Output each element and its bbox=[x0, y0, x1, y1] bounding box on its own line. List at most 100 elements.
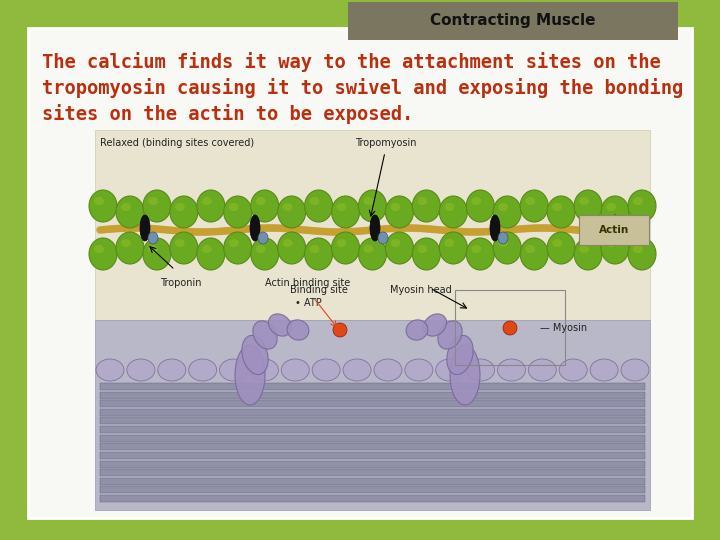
Ellipse shape bbox=[359, 190, 387, 222]
FancyBboxPatch shape bbox=[100, 495, 645, 502]
Ellipse shape bbox=[278, 196, 306, 228]
FancyBboxPatch shape bbox=[100, 400, 645, 407]
FancyBboxPatch shape bbox=[100, 487, 645, 494]
Ellipse shape bbox=[251, 359, 279, 381]
Text: Tropomyosin: Tropomyosin bbox=[355, 138, 416, 148]
Ellipse shape bbox=[256, 245, 266, 253]
Ellipse shape bbox=[89, 190, 117, 222]
Ellipse shape bbox=[364, 245, 374, 253]
Ellipse shape bbox=[189, 359, 217, 381]
Ellipse shape bbox=[148, 197, 158, 205]
Ellipse shape bbox=[170, 196, 198, 228]
Ellipse shape bbox=[364, 197, 374, 205]
FancyBboxPatch shape bbox=[100, 392, 645, 399]
Ellipse shape bbox=[197, 238, 225, 270]
Ellipse shape bbox=[405, 359, 433, 381]
Ellipse shape bbox=[202, 245, 212, 253]
Ellipse shape bbox=[621, 359, 649, 381]
Ellipse shape bbox=[283, 239, 292, 247]
Ellipse shape bbox=[472, 197, 481, 205]
Ellipse shape bbox=[444, 203, 454, 211]
Ellipse shape bbox=[579, 245, 589, 253]
Ellipse shape bbox=[331, 232, 359, 264]
Ellipse shape bbox=[610, 215, 620, 241]
Ellipse shape bbox=[343, 359, 371, 381]
Text: • ATP: • ATP bbox=[295, 298, 322, 308]
Ellipse shape bbox=[413, 190, 441, 222]
Ellipse shape bbox=[521, 238, 548, 270]
Ellipse shape bbox=[224, 232, 252, 264]
Ellipse shape bbox=[229, 203, 238, 211]
Ellipse shape bbox=[498, 203, 508, 211]
Text: Myosin head: Myosin head bbox=[390, 285, 451, 295]
Ellipse shape bbox=[251, 190, 279, 222]
Ellipse shape bbox=[305, 190, 333, 222]
Ellipse shape bbox=[220, 359, 248, 381]
Ellipse shape bbox=[390, 239, 400, 247]
Ellipse shape bbox=[450, 345, 480, 405]
Text: sites on the actin to be exposed.: sites on the actin to be exposed. bbox=[42, 104, 413, 124]
Ellipse shape bbox=[148, 245, 158, 253]
Ellipse shape bbox=[385, 232, 413, 264]
Ellipse shape bbox=[175, 239, 185, 247]
Ellipse shape bbox=[467, 190, 495, 222]
Ellipse shape bbox=[359, 238, 387, 270]
Ellipse shape bbox=[170, 232, 198, 264]
Ellipse shape bbox=[493, 232, 521, 264]
Ellipse shape bbox=[447, 335, 473, 375]
Ellipse shape bbox=[606, 239, 616, 247]
Ellipse shape bbox=[148, 232, 158, 244]
FancyBboxPatch shape bbox=[95, 130, 650, 320]
FancyBboxPatch shape bbox=[579, 215, 649, 245]
Ellipse shape bbox=[256, 197, 266, 205]
Text: Relaxed (binding sites covered): Relaxed (binding sites covered) bbox=[100, 138, 254, 148]
FancyBboxPatch shape bbox=[100, 409, 645, 416]
Ellipse shape bbox=[467, 238, 495, 270]
Ellipse shape bbox=[333, 323, 347, 337]
Ellipse shape bbox=[590, 359, 618, 381]
Ellipse shape bbox=[175, 203, 185, 211]
Ellipse shape bbox=[331, 196, 359, 228]
Ellipse shape bbox=[628, 238, 656, 270]
Ellipse shape bbox=[601, 232, 629, 264]
Ellipse shape bbox=[127, 359, 155, 381]
Ellipse shape bbox=[224, 196, 252, 228]
Text: Actin: Actin bbox=[599, 225, 629, 235]
Ellipse shape bbox=[378, 232, 388, 244]
Ellipse shape bbox=[258, 232, 268, 244]
Ellipse shape bbox=[202, 197, 212, 205]
Ellipse shape bbox=[94, 197, 104, 205]
Ellipse shape bbox=[278, 232, 306, 264]
Ellipse shape bbox=[552, 239, 562, 247]
Ellipse shape bbox=[493, 196, 521, 228]
Text: Actin binding site: Actin binding site bbox=[265, 278, 350, 288]
Text: — Myosin: — Myosin bbox=[540, 323, 587, 333]
Ellipse shape bbox=[574, 238, 602, 270]
Ellipse shape bbox=[503, 321, 517, 335]
FancyBboxPatch shape bbox=[348, 2, 678, 40]
Ellipse shape bbox=[197, 190, 225, 222]
Ellipse shape bbox=[235, 345, 265, 405]
Ellipse shape bbox=[310, 245, 320, 253]
Text: Troponin: Troponin bbox=[160, 278, 202, 288]
FancyBboxPatch shape bbox=[100, 452, 645, 459]
Ellipse shape bbox=[337, 239, 346, 247]
Ellipse shape bbox=[467, 359, 495, 381]
Ellipse shape bbox=[229, 239, 238, 247]
Ellipse shape bbox=[390, 203, 400, 211]
Ellipse shape bbox=[444, 239, 454, 247]
Ellipse shape bbox=[310, 197, 320, 205]
Ellipse shape bbox=[287, 320, 309, 340]
Ellipse shape bbox=[374, 359, 402, 381]
Ellipse shape bbox=[253, 321, 277, 349]
Ellipse shape bbox=[370, 215, 380, 241]
Ellipse shape bbox=[121, 239, 131, 247]
Ellipse shape bbox=[158, 359, 186, 381]
Ellipse shape bbox=[579, 197, 589, 205]
FancyBboxPatch shape bbox=[100, 461, 645, 468]
Ellipse shape bbox=[312, 359, 340, 381]
FancyBboxPatch shape bbox=[100, 435, 645, 442]
FancyBboxPatch shape bbox=[100, 478, 645, 485]
Ellipse shape bbox=[269, 314, 292, 336]
Ellipse shape bbox=[143, 190, 171, 222]
